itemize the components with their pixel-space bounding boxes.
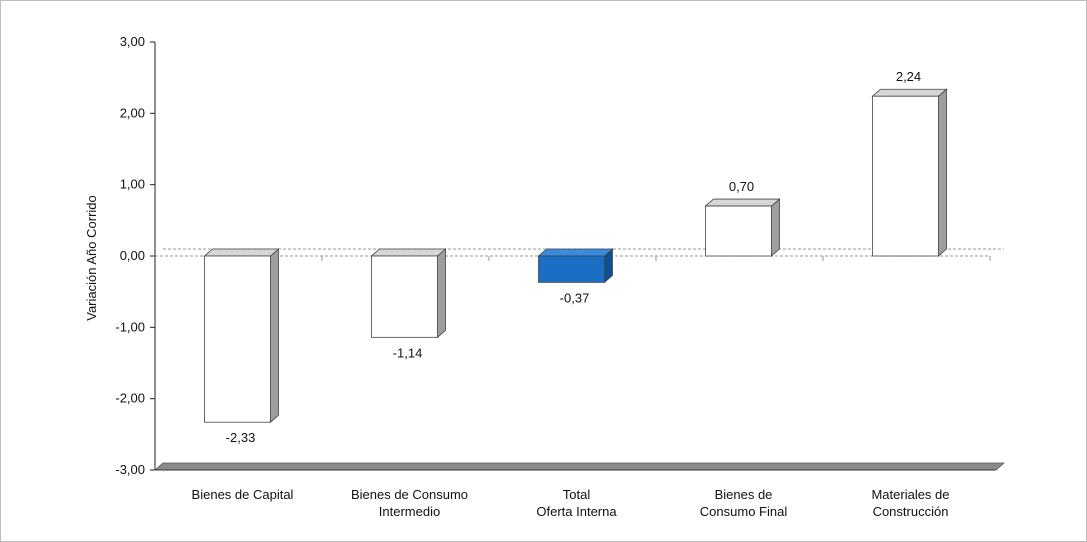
category-label-line: Bienes de Consumo: [351, 487, 468, 502]
data-label: -0,37: [560, 290, 590, 305]
bar-top: [704, 198, 781, 207]
category-label: Total Oferta Interna: [536, 487, 617, 519]
category-label-line: Bienes de: [715, 487, 773, 502]
y-tick-label: -3,00: [115, 462, 145, 477]
data-labels: -2,33 -1,14 -0,37 0,70 2,24: [226, 69, 921, 445]
category-label-line: Total: [563, 487, 591, 502]
chart-floor: [153, 462, 1006, 471]
category-label: Bienes de Consumo Final: [700, 487, 788, 519]
data-label: -2,33: [226, 430, 256, 445]
bar-front: [705, 205, 772, 257]
category-label-line: Materiales de: [871, 487, 949, 502]
bar-top: [203, 248, 280, 257]
data-label: -1,14: [393, 345, 423, 360]
bar-2: [370, 248, 447, 339]
bar-side: [437, 248, 446, 339]
y-tick-label: -1,00: [115, 319, 145, 334]
y-tick-label: 0,00: [120, 248, 145, 263]
bars: [203, 88, 948, 424]
bar-front: [538, 255, 605, 283]
category-label-line: Oferta Interna: [536, 504, 617, 519]
bar-4: [704, 198, 781, 257]
bar-top: [537, 248, 614, 257]
category-label-line: Bienes de Capital: [192, 487, 294, 502]
bar-front: [204, 255, 271, 423]
data-label: 2,24: [896, 69, 921, 84]
category-label-line: Construcción: [873, 504, 949, 519]
category-label-line: Consumo Final: [700, 504, 788, 519]
y-tick-label: 3,00: [120, 34, 145, 49]
y-tick-label: 2,00: [120, 105, 145, 120]
y-axis-title: Variación Año Corrido: [84, 195, 99, 321]
y-tick-label: 1,00: [120, 177, 145, 192]
category-label: Materiales de Construcción: [871, 487, 949, 519]
bar-top: [370, 248, 447, 257]
bar-front: [371, 255, 438, 338]
category-label: Bienes de Consumo Intermedio: [351, 487, 468, 519]
bar-3: [537, 248, 614, 284]
category-label-line: Intermedio: [379, 504, 440, 519]
bar-side: [270, 248, 279, 424]
chart-floor-plane: [153, 462, 1006, 471]
bar-top: [871, 88, 948, 97]
bar-5: [871, 88, 948, 257]
data-label: 0,70: [729, 179, 754, 194]
y-axis: 3,00 2,00 1,00 0,00 -1,00 -2,00 -3,00: [115, 34, 156, 477]
category-label: Bienes de Capital: [192, 487, 294, 502]
category-labels: Bienes de Capital Bienes de Consumo Interm…: [192, 487, 950, 519]
bar-side: [771, 198, 780, 257]
y-tick-label: -2,00: [115, 391, 145, 406]
bar-front: [872, 95, 939, 257]
bar-side: [938, 88, 947, 257]
bar-1: [203, 248, 280, 424]
